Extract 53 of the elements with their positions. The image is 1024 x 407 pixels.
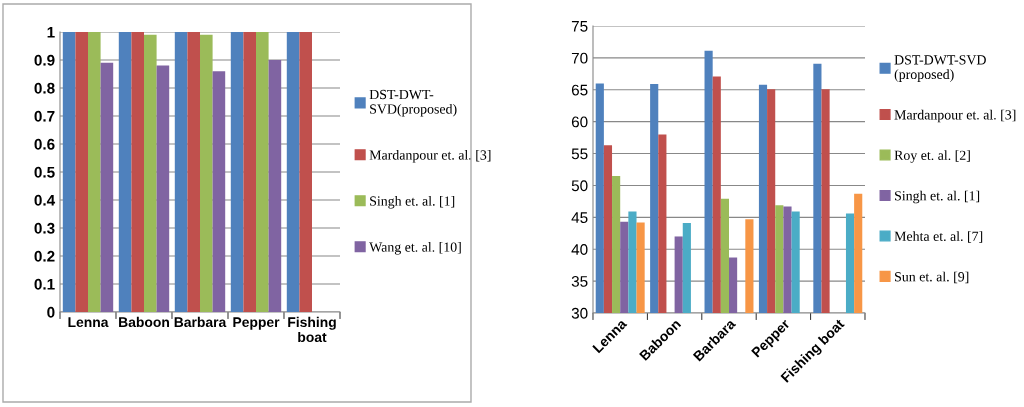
- legend-label: Mardanpour et. al. [3]: [369, 149, 491, 163]
- bar: [230, 32, 244, 312]
- bar: [118, 32, 132, 312]
- y-tick-label: 0.8: [34, 82, 55, 94]
- y-tick-label: 0.7: [34, 110, 55, 122]
- bar: [299, 32, 312, 312]
- x-tick-label: Fishing boat: [288, 316, 336, 343]
- y-tick-label: 0.9: [34, 54, 55, 66]
- bar: [144, 34, 157, 312]
- bar: [131, 32, 144, 312]
- y-tick-label: 55: [571, 148, 588, 160]
- legend-label: DST-DWT-SVD (proposed): [894, 55, 986, 82]
- y-tick-label: 0.1: [34, 278, 55, 290]
- bar: [88, 32, 101, 312]
- legend-label: Sun et. al. [9]: [895, 271, 969, 284]
- bar: [75, 32, 88, 312]
- y-tick-label: 75: [571, 21, 588, 32]
- x-tick-label: Lenna: [68, 317, 109, 328]
- legend-label: Wang et. al. [10]: [369, 241, 461, 255]
- y-tick-label: 0.5: [34, 166, 55, 178]
- legend-label: DST-DWT- SVD(proposed): [369, 89, 457, 117]
- y-tick-label: 0: [47, 306, 55, 318]
- x-tick-label: Barbara: [174, 316, 227, 328]
- x-tick-label: Pepper: [233, 317, 280, 330]
- bar: [100, 62, 114, 312]
- y-tick-label: 1: [47, 27, 55, 38]
- y-tick-label: 30: [571, 307, 588, 319]
- y-tick-label: 60: [571, 116, 588, 128]
- y-tick-label: 35: [571, 275, 588, 287]
- bar: [256, 32, 269, 312]
- bar: [268, 60, 282, 312]
- y-tick-label: 0.3: [34, 222, 55, 234]
- x-tick-label: Baboon: [119, 316, 169, 328]
- legend-label: Mardanpour et. al. [3]: [894, 109, 1016, 123]
- bar: [212, 71, 226, 312]
- bar: [187, 32, 200, 312]
- legend-label: Singh et. al. [1]: [370, 195, 455, 209]
- legend-label: Singh et. al. [1]: [895, 190, 980, 204]
- bar: [286, 32, 300, 312]
- y-tick-label: 0.6: [34, 138, 55, 150]
- legend-label: Mehta et. al. [7]: [894, 231, 983, 243]
- y-tick-label: 65: [571, 84, 588, 96]
- y-tick-label: 50: [571, 180, 588, 192]
- y-tick-label: 45: [571, 212, 588, 224]
- y-tick-label: 0.4: [34, 194, 56, 206]
- bar: [174, 32, 188, 312]
- y-tick-label: 0.2: [34, 250, 55, 262]
- bar: [156, 65, 170, 312]
- y-tick-label: 70: [571, 52, 588, 64]
- legend-label: Roy et. al. [2]: [894, 150, 970, 163]
- bar: [243, 32, 256, 312]
- bar: [200, 34, 213, 312]
- y-tick-label: 40: [571, 244, 588, 255]
